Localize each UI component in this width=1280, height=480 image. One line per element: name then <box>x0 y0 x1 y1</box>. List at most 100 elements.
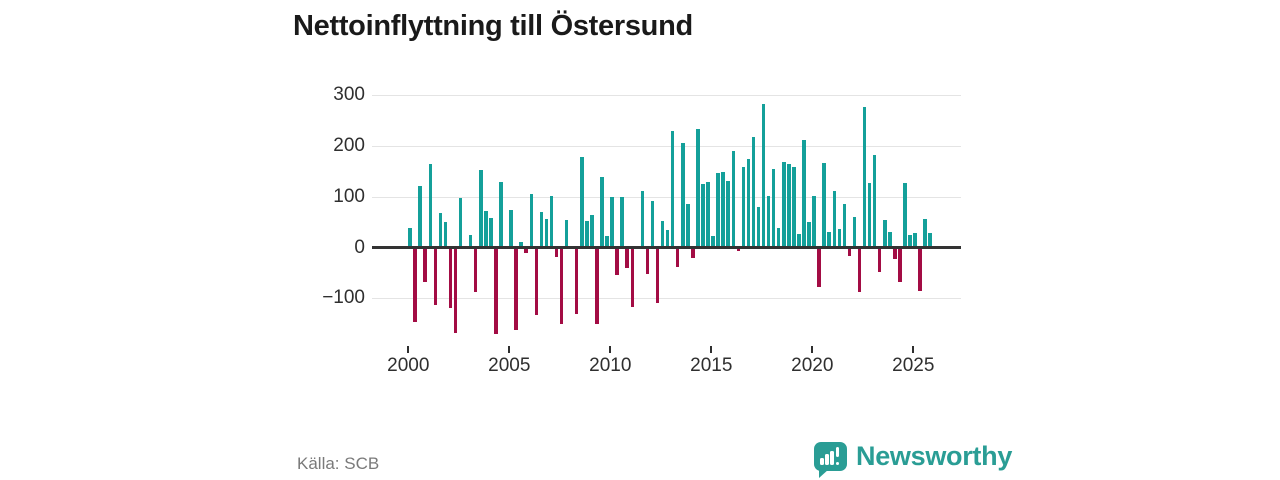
bar <box>822 162 826 248</box>
bar <box>605 236 609 248</box>
bar <box>524 247 528 253</box>
bar <box>883 219 887 248</box>
bar <box>837 229 842 248</box>
bar <box>746 159 751 248</box>
bar <box>701 184 705 248</box>
x-axis-label: 2000 <box>387 355 430 376</box>
bar <box>408 228 412 248</box>
bar <box>544 219 549 248</box>
bar <box>812 195 816 248</box>
logo-bar-icon <box>825 454 829 465</box>
bar <box>817 247 821 287</box>
bar <box>489 217 493 248</box>
bar <box>681 143 685 248</box>
bar <box>585 220 589 248</box>
bar <box>776 228 781 248</box>
newsworthy-logo: Newsworthy <box>814 441 1012 478</box>
bar <box>903 183 907 248</box>
newsworthy-bubble-icon <box>814 442 847 471</box>
bar <box>438 213 443 248</box>
bar <box>726 181 730 248</box>
bar <box>580 157 584 248</box>
bar <box>867 183 872 248</box>
bar <box>484 211 488 248</box>
bar <box>610 197 614 248</box>
y-axis-label: 0 <box>354 236 365 258</box>
bar <box>625 247 629 269</box>
gridline <box>372 298 961 300</box>
bar <box>792 167 796 248</box>
bar <box>756 207 761 248</box>
bar <box>741 167 746 248</box>
y-axis-label: 100 <box>333 185 365 207</box>
bar <box>534 247 539 315</box>
bar <box>494 247 498 334</box>
bar <box>807 222 811 248</box>
bar <box>479 169 483 248</box>
bar <box>650 200 655 248</box>
y-axis-label: 300 <box>333 84 365 106</box>
bar <box>600 176 604 248</box>
bar <box>691 247 695 258</box>
x-axis-tick <box>508 346 511 353</box>
bar <box>782 162 786 248</box>
bar <box>802 140 806 248</box>
bar <box>519 241 523 248</box>
x-axis-label: 2025 <box>892 355 935 376</box>
bar <box>923 218 927 248</box>
bar <box>473 247 478 292</box>
bar <box>908 234 912 248</box>
bar <box>549 195 554 248</box>
x-axis-tick <box>609 346 612 353</box>
logo-exclamation-icon <box>835 447 839 457</box>
bar <box>509 210 513 248</box>
bar <box>665 229 670 248</box>
bar <box>913 233 917 248</box>
logo-bubble-tail <box>819 469 829 478</box>
bar <box>413 247 417 322</box>
bar <box>736 247 741 252</box>
bar <box>615 247 619 275</box>
bar <box>453 247 458 333</box>
bar <box>499 181 503 248</box>
bar <box>898 247 902 282</box>
bar <box>852 216 857 248</box>
bar <box>620 196 624 248</box>
chart-title: Nettoinflyttning till Östersund <box>293 10 693 42</box>
bar <box>888 232 892 248</box>
bar <box>918 247 922 291</box>
logo-bar-icon <box>830 451 834 465</box>
bar <box>827 232 831 248</box>
bar <box>468 234 473 248</box>
newsworthy-wordmark: Newsworthy <box>856 441 1013 471</box>
bar <box>590 214 594 248</box>
bar <box>771 168 776 248</box>
y-axis-label: 200 <box>333 135 365 156</box>
bar <box>564 219 569 248</box>
bar <box>696 128 700 248</box>
x-axis-label: 2005 <box>488 355 531 376</box>
y-axis-label: −100 <box>322 287 365 309</box>
source-label: Källa: SCB <box>297 454 380 473</box>
x-axis-tick <box>710 346 713 353</box>
bar <box>751 136 756 248</box>
bar <box>928 233 932 248</box>
bar <box>539 212 544 248</box>
gridline <box>372 196 961 198</box>
bar <box>706 182 710 248</box>
bar <box>872 155 877 248</box>
bar <box>716 172 720 248</box>
bar <box>660 221 665 248</box>
bar <box>877 247 882 272</box>
x-axis-tick <box>912 346 915 353</box>
bar <box>862 106 867 248</box>
bar <box>428 163 432 248</box>
gridline <box>372 146 961 147</box>
bar <box>514 247 518 331</box>
bar <box>423 247 427 282</box>
bar <box>645 247 650 275</box>
x-axis-tick <box>407 346 410 353</box>
bar <box>857 247 862 293</box>
bar <box>761 103 766 248</box>
bar <box>797 234 801 248</box>
